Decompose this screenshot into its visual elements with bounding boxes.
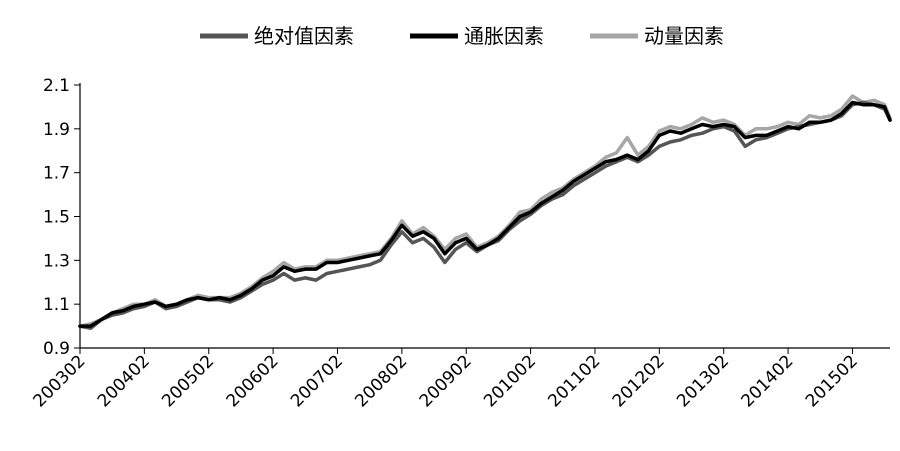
y-tick-label: 1.3 xyxy=(43,251,70,271)
y-tick-label: 0.9 xyxy=(43,339,70,359)
y-tick-label: 1.7 xyxy=(43,164,70,184)
x-tick-label: 201202 xyxy=(609,351,669,411)
x-tick-label: 200602 xyxy=(223,351,283,411)
y-tick-label: 1.9 xyxy=(43,120,70,140)
x-tick-label: 201402 xyxy=(738,351,798,411)
y-tick-label: 2.1 xyxy=(43,76,70,96)
x-tick-label: 201502 xyxy=(802,351,862,411)
y-tick-label: 1.1 xyxy=(43,295,70,315)
legend-item: 动量因素 xyxy=(590,24,724,48)
x-tick-label: 200902 xyxy=(416,351,476,411)
x-tick-label: 201302 xyxy=(673,351,733,411)
x-tick-label: 201102 xyxy=(544,351,604,411)
x-tick-label: 201002 xyxy=(480,351,540,411)
y-axis: 0.9 1.1 1.3 1.5 1.7 1.9 2.1 xyxy=(43,76,81,359)
x-axis: 200302 200402 200502 200602 200702 200802 2009… xyxy=(29,347,890,411)
series-layer xyxy=(78,94,892,331)
x-tick-label: 200402 xyxy=(94,351,154,411)
legend-item: 通胀因素 xyxy=(410,24,544,48)
legend-item: 绝对值因素 xyxy=(200,24,354,48)
x-tick-label: 200702 xyxy=(287,351,347,411)
legend-label: 绝对值因素 xyxy=(254,24,354,48)
y-tick-label: 1.5 xyxy=(43,208,70,228)
x-tick-label: 200302 xyxy=(29,351,89,411)
series-line-1 xyxy=(78,100,892,328)
legend-label: 通胀因素 xyxy=(464,24,544,48)
legend-label: 动量因素 xyxy=(644,24,724,48)
legend: 绝对值因素 通胀因素 动量因素 xyxy=(200,24,724,48)
series-line-2 xyxy=(78,94,892,328)
x-tick-label: 200502 xyxy=(158,351,218,411)
x-tick-label: 200802 xyxy=(351,351,411,411)
